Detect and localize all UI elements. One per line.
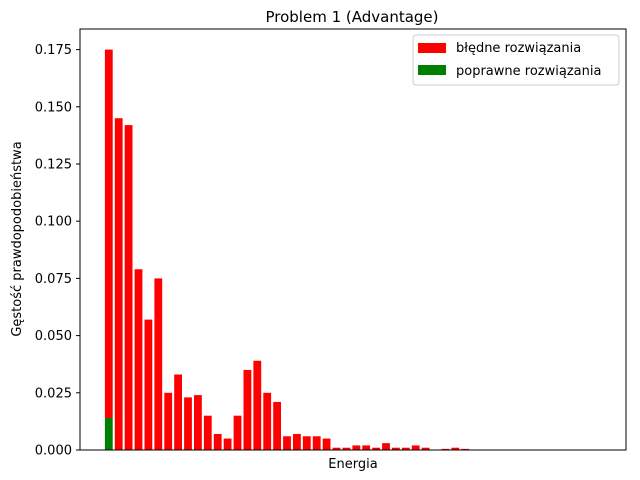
bar-bledne bbox=[164, 392, 173, 450]
bar-bledne bbox=[421, 447, 430, 450]
chart-title: Problem 1 (Advantage) bbox=[265, 8, 438, 26]
bar-bledne bbox=[322, 438, 331, 450]
bar-bledne bbox=[154, 278, 163, 450]
legend-swatch-poprawne bbox=[418, 65, 446, 75]
x-axis-title: Energia bbox=[328, 457, 377, 472]
bar-bledne bbox=[342, 447, 351, 450]
bar-bledne bbox=[223, 438, 232, 450]
y-tick-label: 0.025 bbox=[35, 386, 72, 401]
legend: błędne rozwiązania poprawne rozwiązania bbox=[412, 34, 620, 86]
bar-bledne bbox=[461, 448, 470, 450]
legend-box bbox=[412, 34, 620, 86]
bar-bledne bbox=[213, 433, 222, 450]
bars-group bbox=[104, 49, 470, 450]
y-tick-label: 0.050 bbox=[35, 329, 72, 344]
legend-label-bledne: błędne rozwiązania bbox=[456, 41, 581, 56]
bar-bledne bbox=[283, 436, 291, 450]
bar-bledne bbox=[312, 436, 321, 450]
bar-bledne bbox=[451, 447, 460, 450]
bar-bledne bbox=[293, 433, 301, 450]
bar-bledne bbox=[411, 445, 420, 450]
bar-bledne bbox=[401, 447, 410, 450]
bar-bledne bbox=[253, 360, 262, 450]
bar-bledne bbox=[203, 415, 212, 450]
bar-poprawne bbox=[104, 417, 113, 450]
bar-bledne bbox=[273, 401, 281, 450]
bar-bledne bbox=[134, 269, 143, 450]
bar-bledne bbox=[184, 397, 192, 450]
bar-bledne bbox=[144, 319, 153, 450]
y-tick-label: 0.075 bbox=[35, 272, 72, 287]
bar-bledne bbox=[302, 436, 311, 450]
plot-frame bbox=[79, 28, 627, 451]
bar-bledne bbox=[233, 415, 242, 450]
bar-bledne bbox=[194, 395, 202, 450]
y-axis-title: Gęstość prawdopodobieństwa bbox=[10, 141, 25, 336]
bar-bledne bbox=[263, 392, 272, 450]
bar-bledne bbox=[243, 369, 252, 450]
bar-bledne bbox=[392, 447, 400, 450]
bar-bledne bbox=[332, 447, 341, 450]
bar-bledne bbox=[124, 125, 133, 450]
y-tick-label: 0.175 bbox=[35, 43, 72, 58]
bar-bledne bbox=[382, 443, 390, 450]
y-tick-label: 0.000 bbox=[35, 444, 72, 459]
y-tick-label: 0.125 bbox=[35, 157, 72, 172]
bar-bledne bbox=[372, 447, 380, 450]
bar-bledne bbox=[104, 49, 113, 418]
bar-bledne bbox=[441, 448, 450, 450]
y-axis: 0.000 0.025 0.050 0.075 0.100 0.125 0.150 0.175 bbox=[35, 43, 80, 459]
y-tick-label: 0.150 bbox=[35, 100, 72, 115]
legend-swatch-bledne bbox=[418, 43, 446, 53]
bar-bledne bbox=[174, 374, 182, 450]
legend-label-poprawne: poprawne rozwiązania bbox=[456, 64, 601, 79]
y-tick-label: 0.100 bbox=[35, 215, 72, 230]
bar-bledne bbox=[352, 445, 361, 450]
bar-bledne bbox=[114, 118, 123, 450]
bar-bledne bbox=[362, 445, 371, 450]
